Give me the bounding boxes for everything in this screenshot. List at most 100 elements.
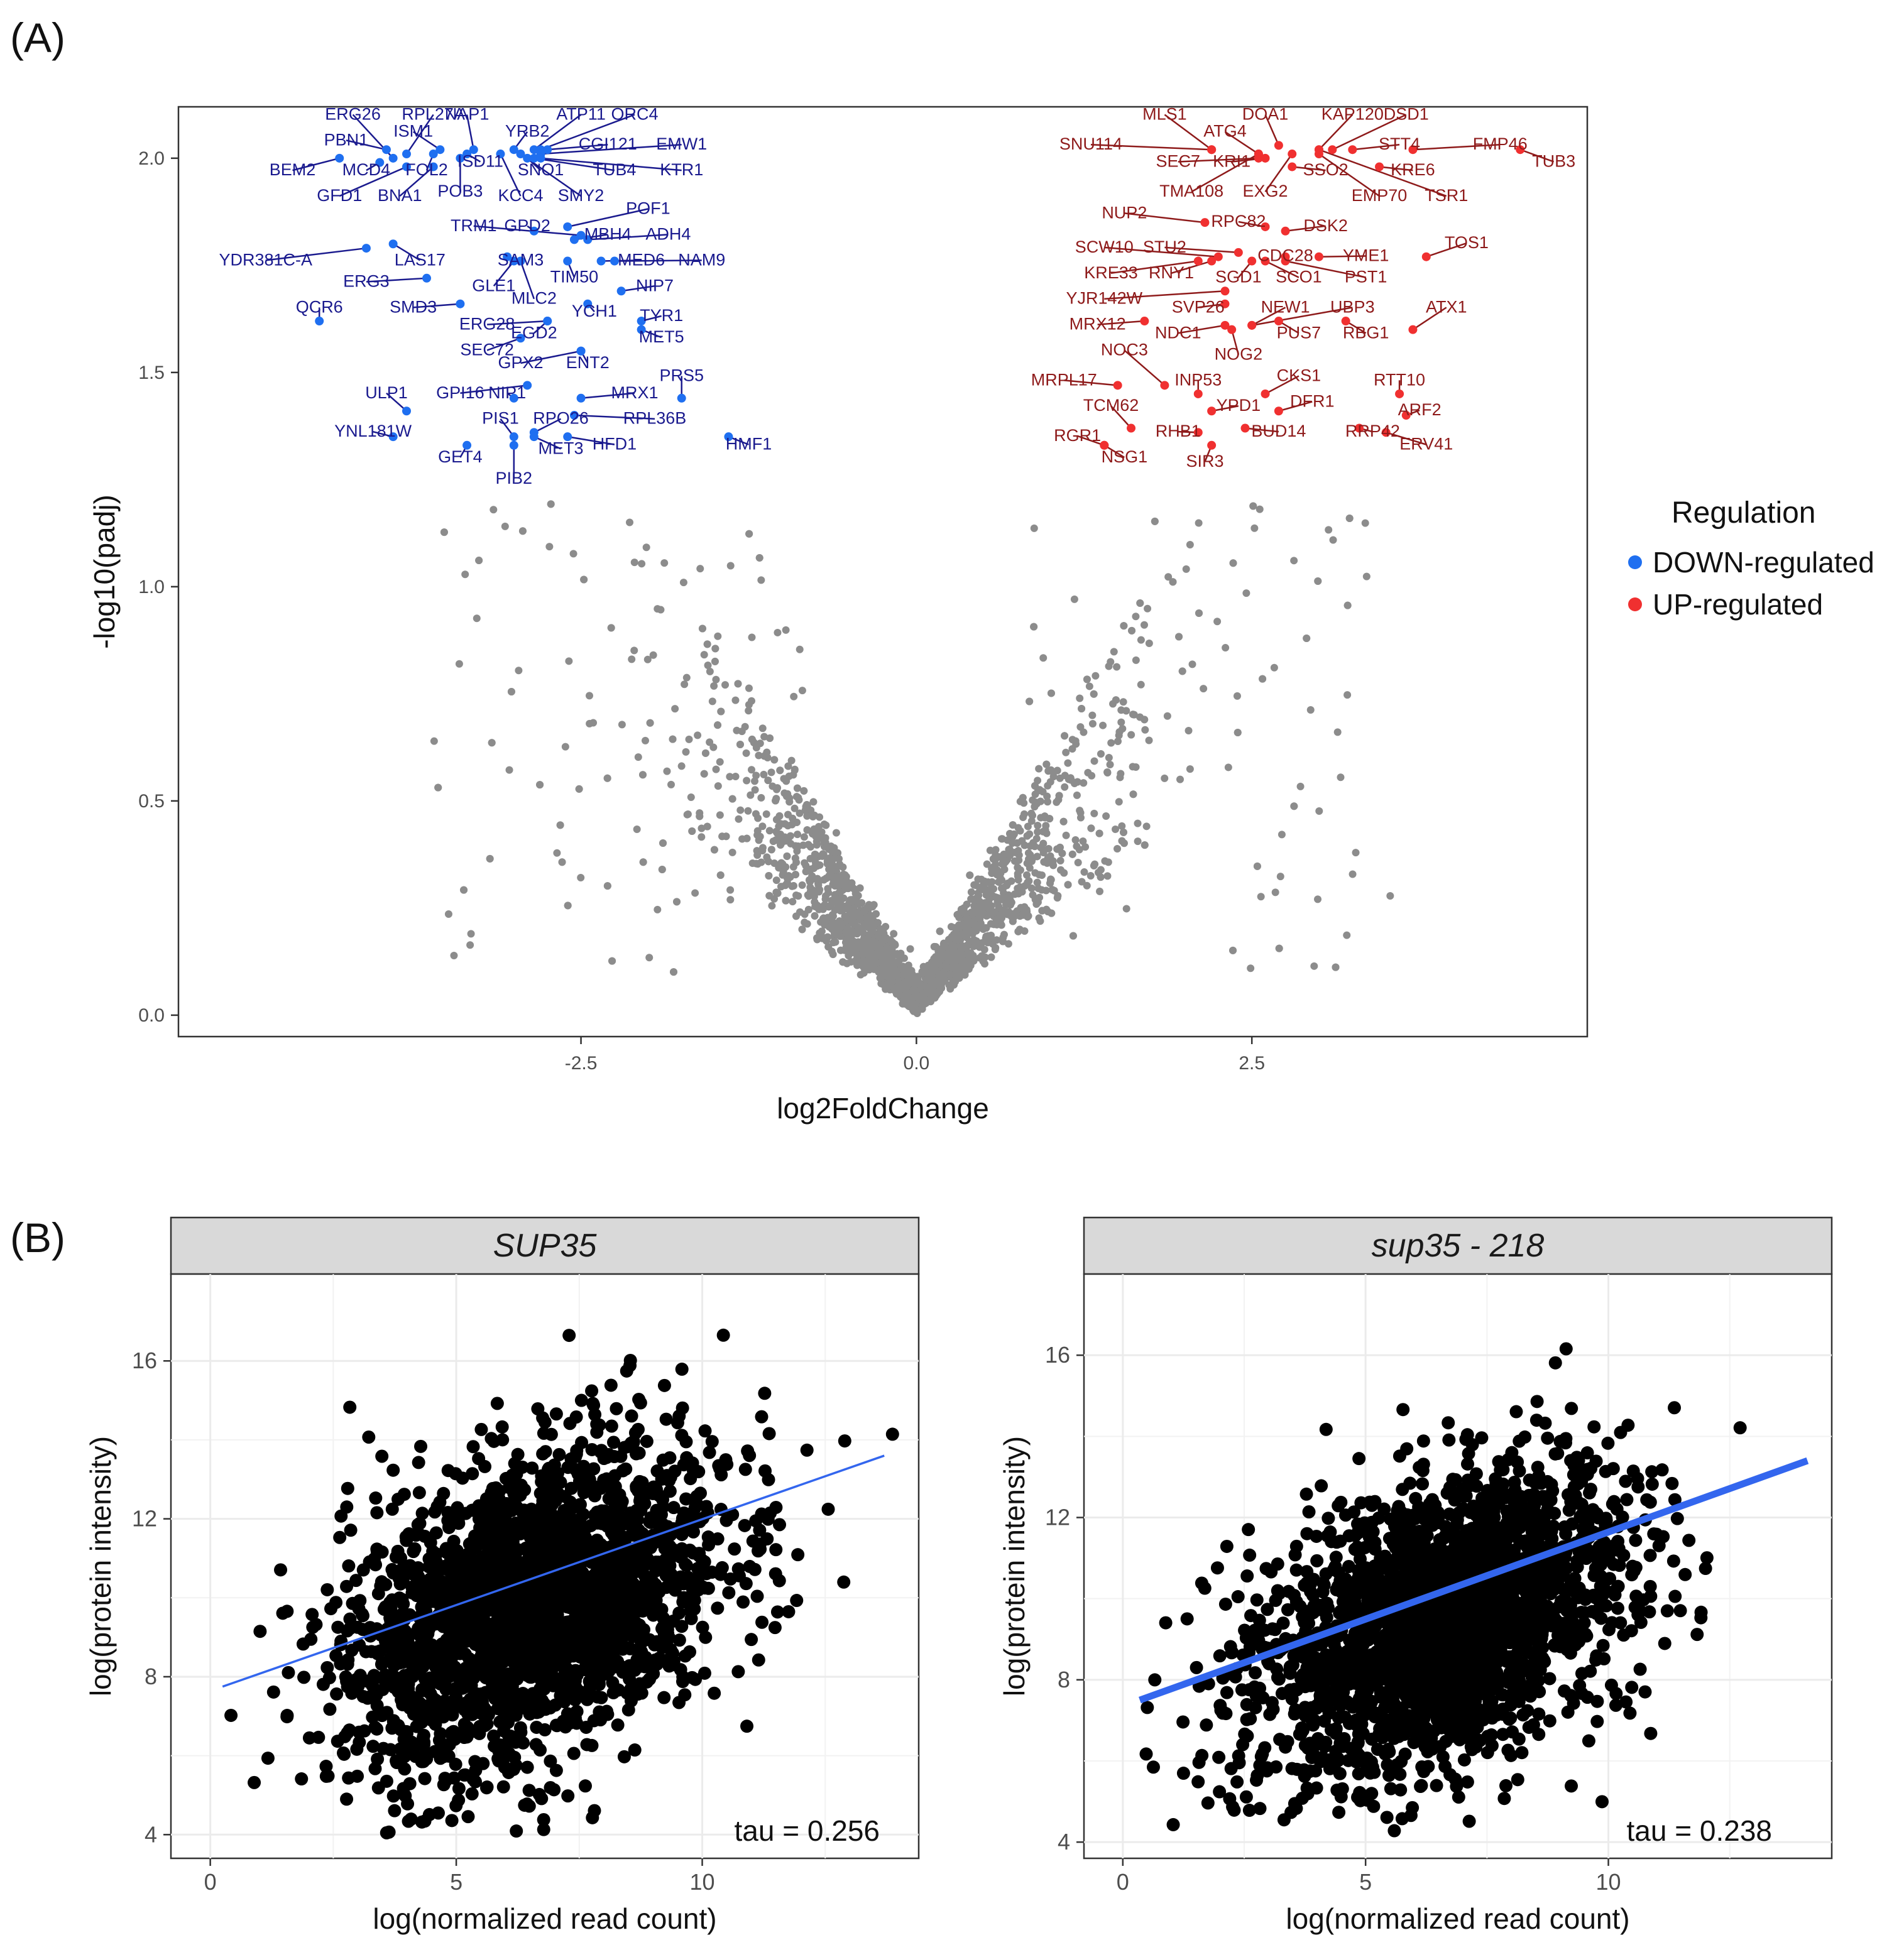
gene-label: KAP120 xyxy=(1321,104,1384,123)
non-significant-gene-point xyxy=(789,898,797,906)
non-significant-gene-point xyxy=(455,660,463,668)
significant-gene-point xyxy=(1227,325,1237,334)
gene-label: ORC4 xyxy=(611,104,658,123)
non-significant-gene-point xyxy=(831,938,840,946)
sup35-strip xyxy=(170,1216,920,1275)
gene-point xyxy=(423,1572,437,1586)
non-significant-gene-point xyxy=(862,914,870,922)
non-significant-gene-point xyxy=(1088,719,1097,728)
gene-point xyxy=(329,1596,343,1610)
gene-label: CKS1 xyxy=(1277,366,1321,384)
non-significant-gene-point xyxy=(818,927,826,935)
gene-point xyxy=(624,1694,638,1708)
gene-label: YME1 xyxy=(1343,246,1389,265)
non-significant-gene-point xyxy=(726,773,734,781)
non-significant-gene-point xyxy=(434,783,442,792)
gene-leader-line xyxy=(567,435,615,445)
non-significant-gene-point xyxy=(803,867,811,875)
significant-gene-point xyxy=(1314,145,1323,155)
significant-gene-point xyxy=(1100,440,1109,450)
non-significant-gene-point xyxy=(1271,888,1279,896)
non-significant-gene-point xyxy=(1102,812,1110,820)
gene-leader-line xyxy=(1104,246,1218,258)
non-significant-gene-point xyxy=(1259,675,1267,683)
non-significant-gene-point xyxy=(744,807,752,815)
non-significant-gene-point xyxy=(1071,737,1080,745)
non-significant-gene-point xyxy=(987,953,995,961)
gene-label: TOS1 xyxy=(1445,233,1489,252)
non-significant-points xyxy=(430,500,1394,1018)
non-significant-gene-point xyxy=(815,888,823,896)
gene-point xyxy=(885,1427,899,1441)
gene-leader-line xyxy=(473,225,581,236)
gene-point xyxy=(696,1620,709,1634)
non-significant-gene-point xyxy=(663,767,671,775)
gene-point xyxy=(610,1402,623,1415)
gene-label: NAM9 xyxy=(678,250,725,269)
non-significant-gene-point xyxy=(978,939,986,947)
non-significant-gene-point xyxy=(844,905,852,913)
significant-gene-point xyxy=(583,235,593,244)
gene-leader-line xyxy=(1285,225,1326,232)
sup35-strip-title: SUP35 xyxy=(493,1228,598,1264)
significant-gene-point xyxy=(1274,317,1283,326)
gene-label: MRX1 xyxy=(611,383,658,402)
significant-gene-point xyxy=(1140,317,1149,326)
non-significant-gene-point xyxy=(704,662,712,670)
non-significant-gene-point xyxy=(856,958,864,966)
non-significant-gene-point xyxy=(569,550,577,558)
non-significant-gene-point xyxy=(1085,682,1093,690)
gene-label: ATX1 xyxy=(1426,297,1467,316)
non-significant-gene-point xyxy=(1213,618,1222,626)
legend-label-down: DOWN-regulated xyxy=(1653,546,1874,579)
significant-gene-point xyxy=(724,432,733,442)
gene-point xyxy=(474,1422,488,1436)
non-significant-gene-point xyxy=(1110,648,1118,656)
label-leader-lines xyxy=(265,114,1555,479)
gene-point xyxy=(701,1581,715,1595)
significant-gene-point xyxy=(315,317,324,326)
non-significant-gene-point xyxy=(812,841,821,849)
non-significant-gene-point xyxy=(1141,726,1149,734)
gene-leader-line xyxy=(1097,320,1145,325)
gene-leader-line xyxy=(1104,290,1225,300)
gene-point xyxy=(502,1481,516,1495)
gene-leader-line xyxy=(1245,427,1279,433)
non-significant-gene-point xyxy=(1046,815,1054,823)
gene-point xyxy=(611,1718,625,1732)
non-significant-gene-point xyxy=(768,902,776,910)
non-significant-gene-point xyxy=(1047,689,1055,697)
non-significant-gene-point xyxy=(770,756,779,764)
non-significant-gene-point xyxy=(1028,812,1036,820)
non-significant-gene-point xyxy=(1090,690,1098,698)
regulation-legend: Regulation DOWN-regulated UP-regulated xyxy=(1628,496,1874,621)
significant-gene-point xyxy=(1314,252,1323,261)
non-significant-gene-point xyxy=(750,739,758,747)
significant-gene-point xyxy=(402,150,411,159)
non-significant-gene-point xyxy=(813,875,821,883)
gene-label: SGD1 xyxy=(1215,268,1262,286)
non-significant-gene-point xyxy=(681,680,689,689)
non-significant-gene-point xyxy=(979,909,987,917)
non-significant-gene-point xyxy=(919,962,927,971)
non-significant-gene-point xyxy=(711,645,719,653)
gene-point xyxy=(418,1772,432,1785)
significant-gene-point xyxy=(1213,252,1223,261)
non-significant-gene-point xyxy=(1096,887,1104,895)
gene-point xyxy=(369,1491,383,1505)
non-significant-gene-point xyxy=(824,888,833,896)
non-significant-gene-point xyxy=(955,966,963,974)
gene-point xyxy=(720,1458,734,1471)
non-significant-gene-point xyxy=(714,782,722,790)
non-significant-gene-point xyxy=(931,988,939,996)
non-significant-gene-point xyxy=(1337,773,1345,782)
non-significant-gene-point xyxy=(774,628,782,636)
gene-point xyxy=(341,1481,354,1495)
non-significant-gene-point xyxy=(1074,859,1082,867)
gene-leader-line xyxy=(1110,405,1132,429)
non-significant-gene-point xyxy=(712,765,720,773)
non-significant-gene-point xyxy=(643,655,652,663)
non-significant-gene-point xyxy=(1026,842,1034,850)
non-significant-gene-point xyxy=(790,692,798,700)
non-significant-gene-point xyxy=(970,881,978,889)
